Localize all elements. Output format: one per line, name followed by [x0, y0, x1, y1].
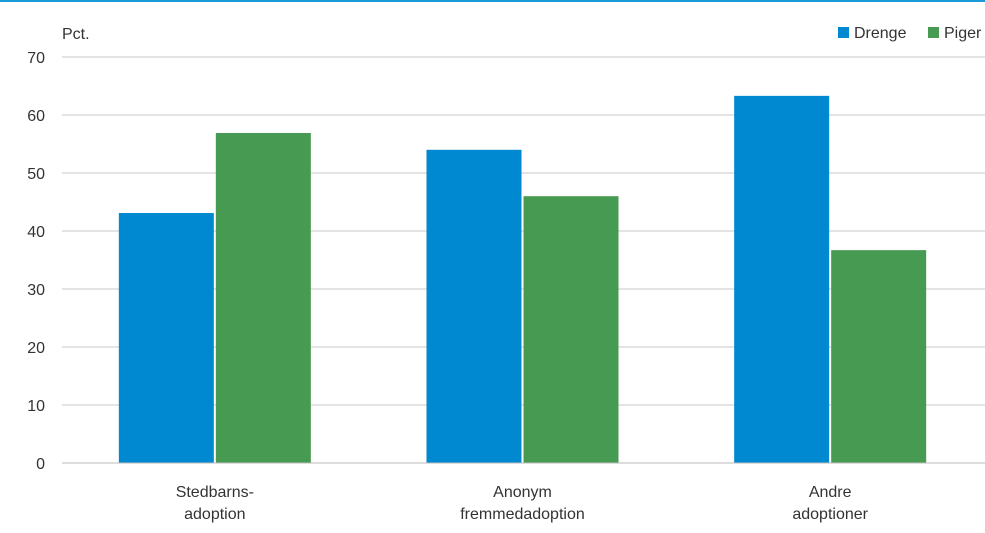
bar-piger-2: [831, 250, 927, 463]
y-tick-label: 30: [27, 282, 45, 299]
bar-drenge-1: [426, 149, 522, 464]
bar-drenge-0: [118, 213, 214, 463]
legend-swatch-drenge: [838, 27, 849, 38]
y-tick-label: 10: [27, 398, 45, 415]
bars: [118, 95, 927, 464]
y-axis-ticks: 0 10 20 30 40 50 60 70: [27, 50, 45, 473]
y-tick-label: 50: [27, 166, 45, 183]
legend-label-piger: Piger: [944, 25, 982, 42]
y-tick-label: 0: [36, 456, 45, 473]
x-category-label: adoptioner: [792, 506, 868, 523]
y-tick-label: 40: [27, 224, 45, 241]
y-axis-unit-label: Pct.: [62, 26, 90, 43]
y-tick-label: 20: [27, 340, 45, 357]
x-category-label: Anonym: [493, 484, 552, 501]
legend-swatch-piger: [928, 27, 939, 38]
y-tick-label: 70: [27, 50, 45, 67]
bar-piger-1: [523, 196, 619, 463]
top-rule: [0, 0, 985, 2]
legend-label-drenge: Drenge: [854, 25, 907, 42]
x-category-label: Andre: [809, 484, 852, 501]
x-axis-category-labels: Stedbarns-adoption Anonym fremmedadoption A…: [176, 484, 869, 523]
bar-drenge-2: [734, 95, 830, 464]
legend: Drenge Piger: [838, 25, 982, 42]
x-category-label: fremmedadoption: [460, 506, 585, 523]
x-category-label: Stedbarns-: [176, 484, 254, 501]
bar-piger-0: [215, 132, 311, 464]
x-category-label: adoption: [184, 506, 245, 523]
y-tick-label: 60: [27, 108, 45, 125]
